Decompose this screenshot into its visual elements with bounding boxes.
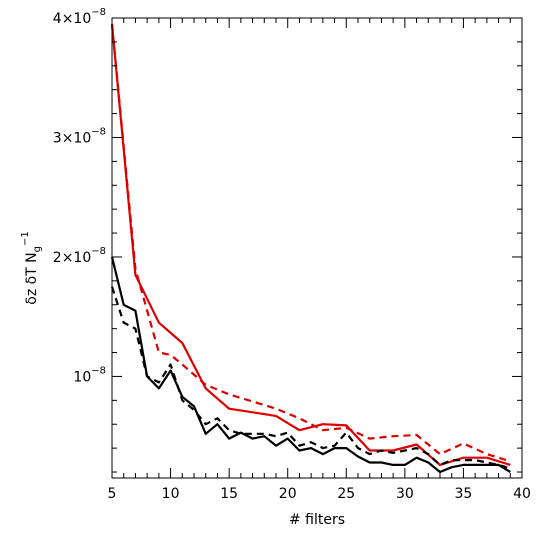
y-tick-label: 3×10−8 xyxy=(53,126,106,146)
x-tick-label: 30 xyxy=(396,486,414,502)
series-layer xyxy=(110,23,511,474)
x-tick-label: 35 xyxy=(455,486,473,502)
x-tick-label: 10 xyxy=(162,486,180,502)
series-line-4 xyxy=(110,286,511,470)
y-axis-title-subscript: g xyxy=(32,246,43,252)
x-axis-title: # filters xyxy=(289,512,345,528)
y-axis-title-superscript: −1 xyxy=(20,231,31,246)
y-axis-title: δz δT Ng−1 xyxy=(20,231,43,305)
y-tick-label: 10−8 xyxy=(73,365,106,385)
x-tick-label: 20 xyxy=(279,486,297,502)
ticks-layer: 5 10 15 20 25 30 35 40 10−8 2×10−8 3×10−8 4×10−8 xyxy=(53,7,531,502)
y-axis-title-main: δz δT N xyxy=(24,252,40,304)
x-tick-label: 25 xyxy=(337,486,355,502)
y-tick-label: 4×10−8 xyxy=(53,7,106,27)
x-tick-label: 40 xyxy=(513,486,531,502)
plot-frame xyxy=(111,17,523,479)
x-tick-label: 5 xyxy=(108,486,117,502)
y-tick-label: 2×10−8 xyxy=(53,246,106,266)
x-tick-label: 15 xyxy=(220,486,238,502)
